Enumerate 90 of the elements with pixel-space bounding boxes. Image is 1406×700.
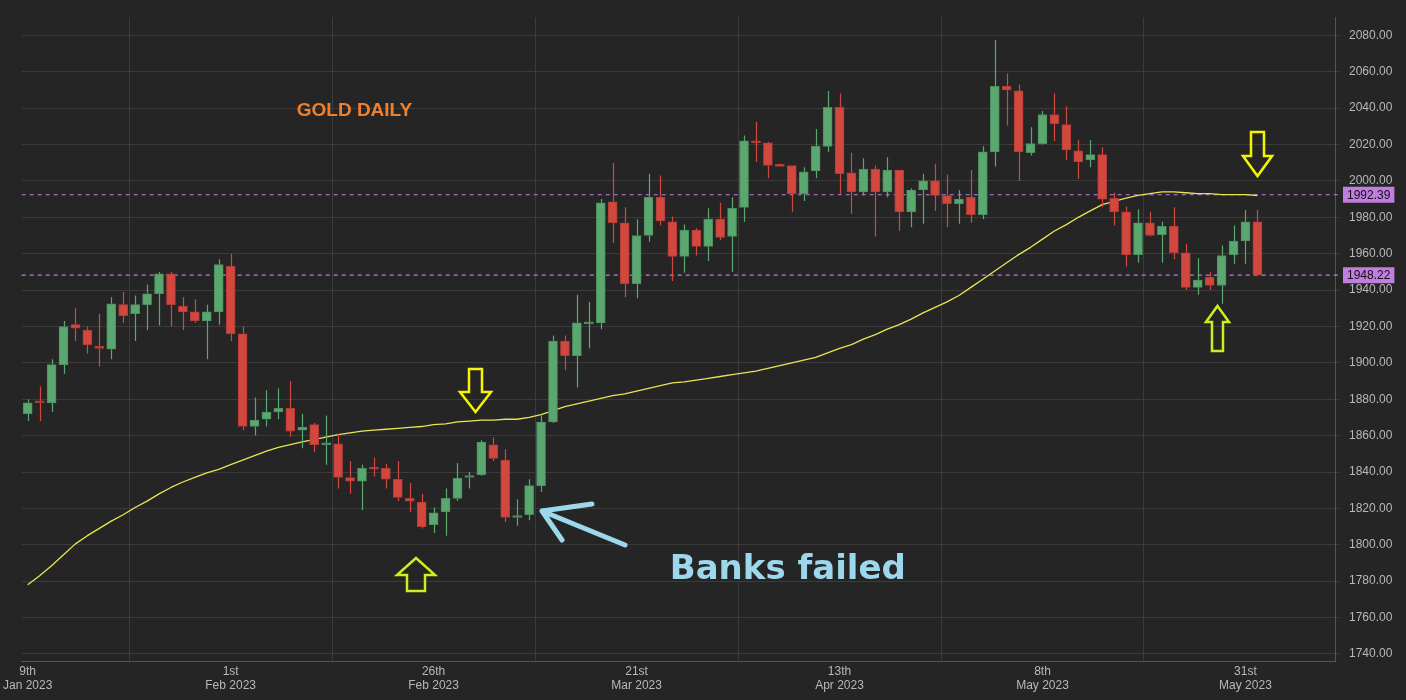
y-tick-label: 1760.00: [1349, 609, 1393, 624]
x-tick-label: 26th Feb 2023: [408, 663, 460, 693]
candlestick: [285, 380, 296, 438]
candlestick: [142, 284, 152, 331]
candlestick: [715, 202, 725, 241]
candlestick: [607, 162, 618, 244]
y-tick-label: 2080.00: [1349, 27, 1393, 42]
candlestick: [512, 498, 523, 527]
y-tick-label: 1740.00: [1349, 646, 1393, 661]
x-tick-label: 1st Feb 2023: [205, 663, 257, 693]
candlestick: [989, 39, 1000, 167]
candlestick: [225, 253, 236, 342]
y-tick-label: 1880.00: [1349, 391, 1393, 406]
candlestick: [70, 307, 81, 342]
candlestick: [261, 389, 272, 428]
candlestick: [476, 439, 487, 476]
ref-line-label: 1948.22: [1347, 267, 1391, 282]
candlestick: [488, 436, 499, 462]
candlestick: [560, 334, 570, 371]
candlestick: [679, 223, 690, 274]
x-tick-label: 21st Mar 2023: [611, 663, 663, 693]
candlestick: [882, 156, 893, 198]
y-tick-label: 1840.00: [1349, 464, 1393, 479]
candlestick: [1013, 83, 1024, 182]
y-tick-label: 1820.00: [1349, 500, 1393, 515]
candlestick: [691, 227, 702, 257]
candlestick: [643, 173, 654, 243]
candlestick: [392, 460, 403, 502]
candlestick: [655, 174, 666, 227]
candlestick: [583, 301, 594, 349]
candlestick: [249, 396, 260, 437]
x-tick-label: 9th Jan 2023: [2, 663, 53, 693]
ref-line-label: 1992.39: [1347, 187, 1391, 202]
y-tick-label: 2000.00: [1349, 173, 1393, 188]
candlestick: [178, 296, 188, 331]
candlestick: [1037, 110, 1048, 144]
y-tick-label: 1940.00: [1349, 282, 1393, 297]
candlestick: [154, 271, 164, 327]
candlestick: [1216, 244, 1227, 305]
candlestick: [954, 189, 964, 225]
candlestick: [321, 415, 331, 466]
x-tick-label: 8th May 2023: [1016, 663, 1070, 693]
candlestick: [1133, 208, 1143, 264]
candlestick: [1085, 139, 1096, 168]
candlestick: [667, 215, 678, 282]
y-tick-label: 1800.00: [1349, 537, 1393, 552]
candlestick: [1192, 257, 1203, 296]
annotation: Banks failed: [669, 547, 906, 588]
candlestick: [369, 456, 379, 478]
candlestick: [631, 218, 642, 299]
candlestick: [572, 294, 582, 389]
candlestick: [333, 433, 343, 489]
candlestick: [1061, 105, 1072, 161]
y-tick-label: 2040.00: [1349, 100, 1393, 115]
candlestick: [1049, 93, 1060, 142]
candlestick: [918, 173, 928, 225]
candlestick: [166, 271, 176, 328]
candlestick: [619, 206, 630, 298]
y-tick-label: 1960.00: [1349, 246, 1393, 261]
candlestick: [930, 163, 940, 212]
candlestick: [822, 90, 833, 153]
text: GOLD DAILY: [296, 99, 413, 121]
candlestick: [942, 173, 952, 228]
y-tick-label: 1860.00: [1349, 427, 1393, 442]
candlestick: [703, 207, 714, 262]
candlestick: [1025, 126, 1036, 157]
candlestick: [870, 164, 881, 238]
candlestick: [739, 134, 749, 223]
candlestick: [1168, 206, 1179, 260]
candlestick: [1073, 139, 1084, 180]
candlestick: [357, 464, 367, 511]
candlestick: [846, 152, 857, 215]
candlestick: [727, 196, 737, 273]
y-tick-label: 2020.00: [1349, 136, 1393, 151]
candlestick: [810, 128, 821, 179]
y-tick-label: 1920.00: [1349, 318, 1393, 333]
y-tick-label: 1900.00: [1349, 355, 1393, 370]
candlestick: [213, 258, 224, 326]
candlestick: [966, 169, 976, 224]
candlestick: [94, 313, 105, 368]
y-tick-label: 1780.00: [1349, 573, 1393, 588]
x-tick-label: 31st May 2023: [1219, 663, 1273, 693]
candlestick: [834, 93, 845, 195]
y-tick-label: 2060.00: [1349, 64, 1393, 79]
candlestick: [201, 304, 212, 360]
x-tick-label: 13th Apr 2023: [815, 663, 865, 693]
y-tick-label: 1980.00: [1349, 209, 1393, 224]
candlestick: [452, 462, 463, 502]
candlestick: [751, 121, 761, 163]
candlestick: [130, 294, 140, 342]
